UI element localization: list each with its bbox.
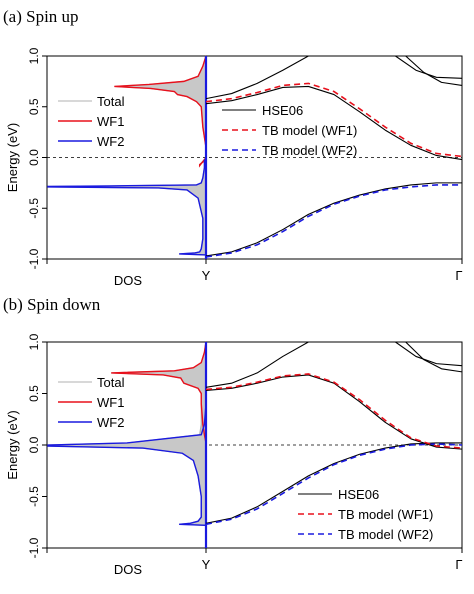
band-hse-valence [206, 182, 462, 257]
band-legend-label: HSE06 [338, 487, 379, 502]
band-legend-label: TB model (WF2) [338, 527, 433, 542]
band-tb-wf1 [206, 82, 462, 158]
band-hse-upper-b [405, 56, 462, 86]
y-tick-label: -1.0 [27, 248, 41, 269]
dos-legend-label: WF1 [97, 114, 124, 129]
band-hse-upper-a [206, 56, 309, 100]
chart-title: (a) Spin up [3, 7, 79, 26]
band-hse-valence [206, 442, 462, 524]
band-legend-label: HSE06 [262, 103, 303, 118]
dos-legend-label: Total [97, 94, 125, 109]
y-tick-label: 1.0 [27, 47, 41, 64]
kpoint-label-gamma: Γ [455, 268, 462, 283]
dos-total-fill [48, 342, 206, 548]
y-tick-label: 0.5 [27, 98, 41, 115]
band-hse-upper-a [206, 342, 309, 388]
band-tb-wf2 [206, 443, 462, 526]
chart-panel-spin-down: (b) Spin down -1.0 -0.5 0.0 0.5 1.0 Energy (eV… [3, 295, 463, 577]
band-tb-wf1 [206, 373, 462, 449]
y-axis-label: Energy (eV) [5, 410, 20, 479]
dos-legend-label: WF1 [97, 395, 124, 410]
band-tb-wf2 [206, 184, 462, 258]
band-hse-upper-c [395, 342, 462, 367]
band-legend-label: TB model (WF1) [262, 123, 357, 138]
band-legend-label: TB model (WF1) [338, 507, 433, 522]
dos-legend-label: WF2 [97, 415, 124, 430]
band-hse-conduction [206, 374, 462, 450]
band-structure [206, 56, 462, 258]
band-hse-conduction [206, 85, 462, 161]
dos-axis-label: DOS [114, 273, 143, 288]
dos-axis-label: DOS [114, 562, 143, 577]
kpoint-label-y: Y [202, 268, 211, 283]
dos-legend-label: WF2 [97, 134, 124, 149]
kpoint-label-y: Y [202, 557, 211, 572]
dos-legend-label: Total [97, 375, 125, 390]
chart-panel-spin-up: (a) Spin up -1.0 -0.5 0.0 0.5 1.0 Energy (eV) D… [3, 7, 463, 288]
y-tick-label: 1.0 [27, 333, 41, 350]
y-tick-label: 0.5 [27, 385, 41, 402]
y-tick-label: 0.0 [27, 436, 41, 453]
chart-title: (b) Spin down [3, 295, 101, 314]
y-tick-label: -0.5 [27, 198, 41, 219]
band-hse-upper-c [395, 56, 462, 79]
band-structure [206, 342, 462, 526]
y-axis-label: Energy (eV) [5, 123, 20, 192]
y-tick-label: -1.0 [27, 537, 41, 558]
y-tick-label: -0.5 [27, 486, 41, 507]
y-tick-label: 0.0 [27, 149, 41, 166]
kpoint-label-gamma: Γ [455, 557, 462, 572]
band-hse-upper-b [405, 342, 462, 373]
band-legend-label: TB model (WF2) [262, 143, 357, 158]
